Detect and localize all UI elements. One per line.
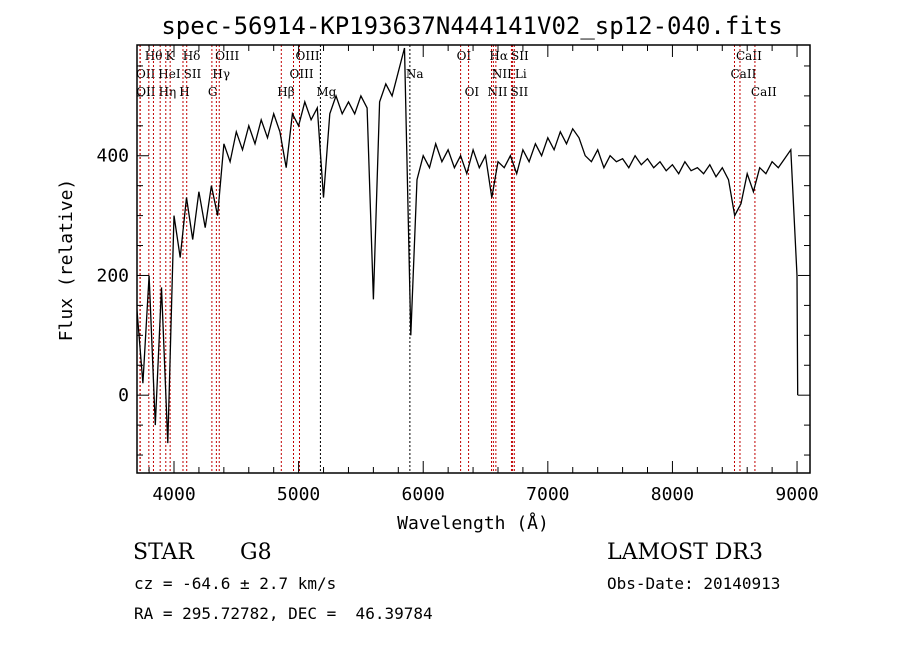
line-label: CaII — [736, 49, 762, 63]
line-label: K — [166, 49, 176, 63]
line-label: OIII — [215, 49, 239, 63]
line-label: Hβ — [277, 85, 294, 99]
x-tick-label: 6000 — [402, 484, 445, 505]
redshift-cz: cz = -64.6 ± 2.7 km/s — [134, 574, 337, 593]
line-label: CaII — [751, 85, 777, 99]
x-tick-label: 9000 — [775, 484, 818, 505]
line-label: Li — [515, 67, 527, 81]
x-tick-label: 7000 — [526, 484, 569, 505]
spectrum-series — [137, 47, 799, 444]
line-label: SII — [511, 49, 529, 63]
line-label: H — [179, 85, 189, 99]
ra-dec: RA = 295.72782, DEC = 46.39784 — [134, 604, 433, 623]
line-label: SII — [511, 85, 529, 99]
line-label: CaII — [731, 67, 757, 81]
line-label: Na — [406, 67, 424, 81]
x-tick-label: 5000 — [277, 484, 320, 505]
line-label: OIII — [290, 67, 314, 81]
line-label: SII — [184, 67, 202, 81]
line-label: Hα — [489, 49, 508, 63]
chart-title: spec-56914-KP193637N444141V02_sp12-040.f… — [161, 12, 782, 40]
line-label: OII — [136, 67, 156, 81]
plot-frame — [136, 44, 811, 474]
line-label: Hγ — [212, 67, 230, 81]
x-axis-label: Wavelength (Å) — [397, 512, 549, 534]
line-label: OI — [465, 85, 480, 99]
object-subclass: G8 — [240, 540, 272, 565]
line-label: NII — [488, 85, 508, 99]
y-tick-label: 200 — [96, 265, 129, 286]
line-label: OII — [136, 85, 156, 99]
y-tick-label: 400 — [96, 146, 129, 167]
line-label: Hθ — [145, 49, 163, 63]
obs-date: Obs-Date: 20140913 — [607, 574, 781, 593]
line-label: NII — [492, 67, 512, 81]
x-tick-label: 4000 — [152, 484, 195, 505]
line-label: Mg — [316, 85, 336, 99]
line-label: Hδ — [183, 49, 201, 63]
spectrum-line — [137, 47, 799, 444]
object-class: STAR — [133, 540, 194, 565]
y-axis-label: Flux (relative) — [56, 179, 77, 342]
line-label: OIII — [296, 49, 320, 63]
survey-name: LAMOST DR3 — [607, 540, 763, 565]
y-tick-label: 0 — [118, 385, 129, 406]
line-label: Hη — [159, 85, 177, 99]
axis-ticks: 4000 5000 6000 7000 8000 9000 0 200 400 — [96, 45, 819, 505]
line-label: OI — [457, 49, 472, 63]
line-label: G — [208, 85, 218, 99]
x-tick-label: 8000 — [651, 484, 694, 505]
line-label: HeI — [158, 67, 181, 81]
